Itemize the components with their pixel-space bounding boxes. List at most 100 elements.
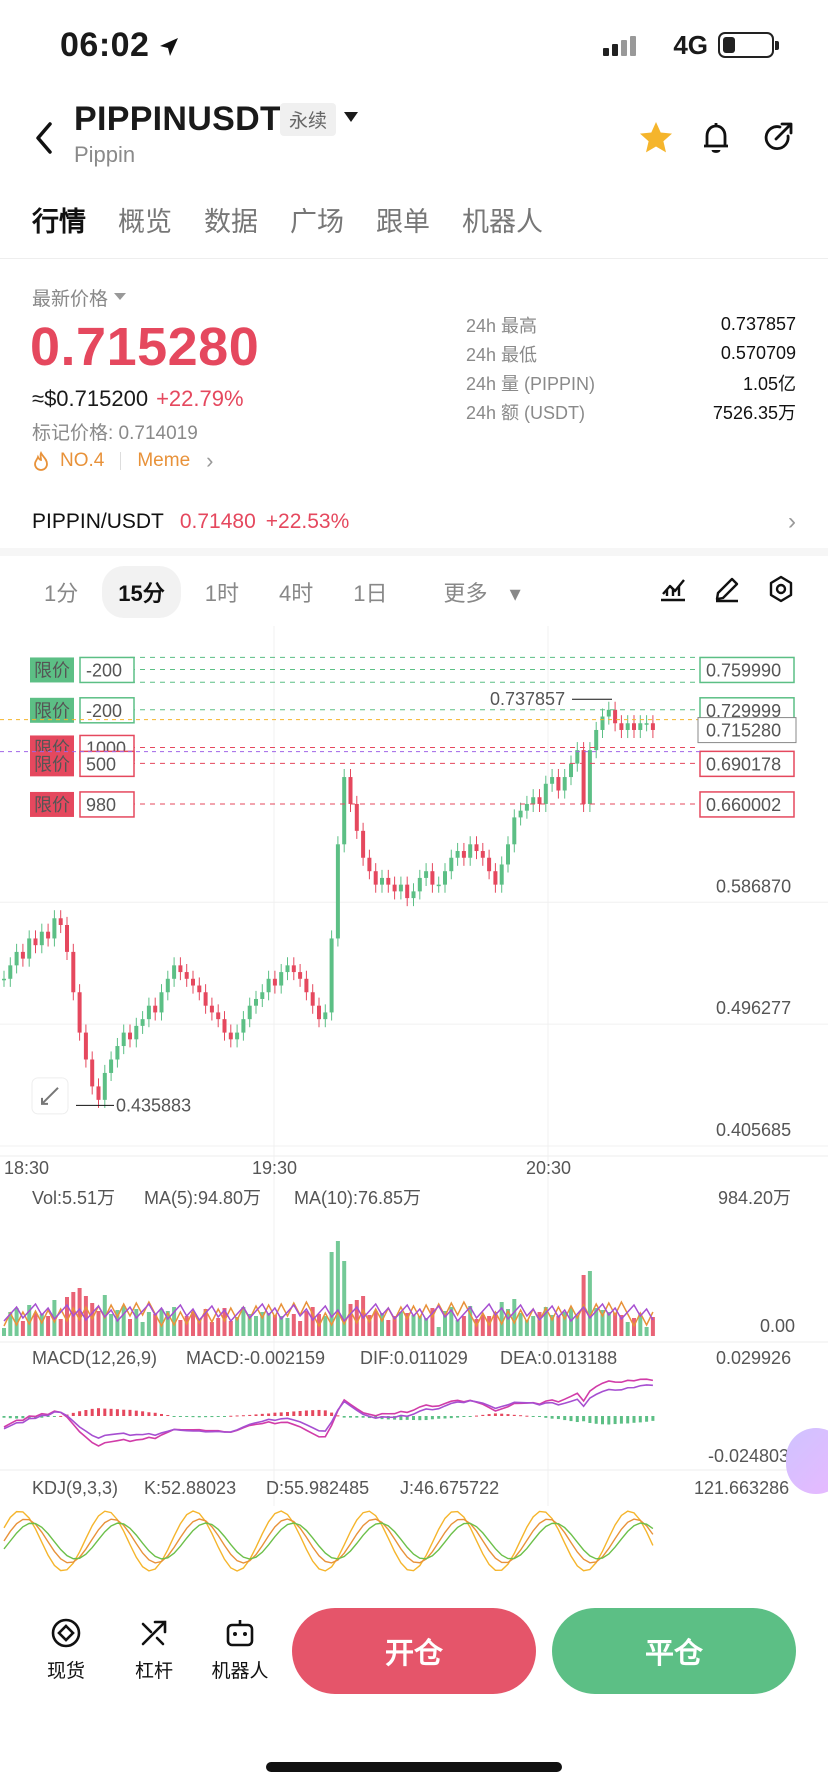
rank-row[interactable]: NO.4 Meme ›	[32, 448, 213, 474]
volume-bar	[58, 1319, 63, 1336]
candle	[115, 1046, 120, 1060]
close-position-button[interactable]: 平仓	[552, 1608, 796, 1694]
symbol-name: Pippin	[74, 142, 136, 167]
macd-hist-bar	[311, 1410, 315, 1416]
volume-bar	[594, 1308, 599, 1336]
settings-hex-icon[interactable]	[766, 574, 796, 604]
volume-bar	[285, 1318, 290, 1336]
interval-1m[interactable]: 1分	[44, 581, 79, 606]
contract-type-tag[interactable]: 永续	[280, 103, 337, 136]
volume-bar	[329, 1252, 334, 1336]
macd-hist-bar	[8, 1416, 12, 1419]
volume-bar	[411, 1315, 416, 1336]
candle	[650, 723, 655, 730]
bell-icon[interactable]	[696, 118, 736, 158]
order-price-label: 0.660002	[706, 795, 781, 815]
spot-link-row[interactable]: PIPPIN/USDT 0.71480 +22.53% ›	[32, 508, 796, 536]
volume-bar	[449, 1307, 454, 1336]
macd-hist-bar	[607, 1416, 611, 1425]
tab-square[interactable]: 广场	[290, 207, 344, 237]
volume-bar	[96, 1311, 101, 1336]
candle	[342, 777, 347, 845]
symbol-title[interactable]: PIPPINUSDT	[74, 100, 282, 138]
interval-15m[interactable]: 15分	[102, 566, 181, 618]
candle	[77, 992, 82, 1033]
back-arrow-icon[interactable]	[28, 118, 62, 158]
macd-hist-bar	[134, 1410, 138, 1416]
interval-1d[interactable]: 1日	[353, 581, 388, 606]
macd-hist-bar	[260, 1413, 264, 1416]
interval-1h[interactable]: 1时	[204, 581, 239, 606]
macd-hist-bar	[519, 1415, 523, 1417]
candle	[543, 783, 548, 804]
macd-hist-bar	[399, 1416, 403, 1421]
volume-bar	[468, 1306, 473, 1336]
chevron-down-icon[interactable]	[344, 112, 358, 122]
tab-copy-trade[interactable]: 跟单	[376, 207, 430, 237]
order-qty-label: 500	[86, 754, 116, 774]
macd-hist-bar	[267, 1413, 271, 1416]
macd-hist-bar	[575, 1416, 579, 1423]
macd-hist-bar	[355, 1416, 359, 1418]
tab-data[interactable]: 数据	[204, 207, 258, 237]
candle	[216, 1012, 221, 1020]
vol-max-label: 984.20万	[718, 1188, 791, 1208]
interval-selector: 1分 15分 1时 4时 1日 更多 ▾	[28, 566, 537, 618]
nav-spot[interactable]: 现货	[26, 1616, 106, 1683]
k-line	[3, 1518, 654, 1564]
caret-down-icon[interactable]	[114, 293, 126, 300]
volume-bar	[304, 1311, 309, 1336]
candle	[184, 972, 189, 979]
y-tick-label: 0.496277	[716, 998, 791, 1018]
latest-price-label[interactable]: 最新价格	[32, 289, 109, 310]
candle	[594, 729, 599, 751]
change-percent: +22.79%	[156, 386, 244, 411]
vol-ma5-line	[3, 1300, 654, 1328]
macd-hist-bar	[594, 1416, 598, 1424]
open-position-button[interactable]: 开仓	[292, 1608, 536, 1694]
candle	[203, 992, 208, 1006]
candle	[480, 851, 485, 858]
volume-bar	[436, 1327, 441, 1336]
tab-overview[interactable]: 概览	[118, 207, 172, 237]
d-value: D:55.982485	[266, 1478, 369, 1498]
star-favorite-icon[interactable]	[636, 118, 676, 158]
macd-hist-bar	[248, 1414, 252, 1416]
candle	[235, 1032, 240, 1040]
volume-bar	[140, 1322, 145, 1336]
draw-pencil-icon[interactable]	[712, 574, 742, 604]
interval-4h[interactable]: 4时	[278, 581, 314, 606]
interval-more[interactable]: 更多 ▾	[411, 566, 536, 618]
volume-bar	[342, 1261, 347, 1336]
signal-icon	[603, 36, 636, 56]
order-price-box	[699, 791, 795, 818]
macd-hist-bar	[27, 1416, 31, 1419]
axis-labels: 0.737857 0.435883 0.586870 0.496277 0.405685…	[4, 689, 791, 1178]
share-icon[interactable]	[758, 118, 798, 158]
candle	[121, 1032, 126, 1047]
volume-bar	[228, 1321, 233, 1336]
tab-bot[interactable]: 机器人	[462, 207, 543, 237]
dea-value: DEA:0.013188	[500, 1348, 617, 1368]
fire-icon	[34, 451, 48, 471]
indicator-icon[interactable]	[658, 574, 688, 604]
last-price: 0.715280	[30, 317, 260, 377]
macd-hist-bar	[178, 1416, 182, 1417]
nav-leverage[interactable]: 杠杆	[114, 1616, 194, 1683]
volume-bar	[606, 1312, 611, 1336]
tab-market[interactable]: 行情	[32, 207, 86, 237]
macd-hist-bar	[487, 1414, 491, 1416]
candle	[335, 844, 340, 939]
candle	[90, 1059, 95, 1087]
stat-key: 24h 量 (PIPPIN)	[466, 373, 596, 394]
usd-price-row: ≈$0.715200 +22.79%	[32, 386, 244, 412]
nav-bot[interactable]: 机器人	[200, 1616, 280, 1683]
candle	[417, 877, 422, 892]
floating-panel-tab[interactable]	[786, 1428, 828, 1494]
macd-hist-bar	[405, 1416, 409, 1420]
mark-price: 标记价格: 0.714019	[32, 423, 198, 444]
vol-label: Vol:5.51万	[32, 1188, 115, 1208]
candle	[632, 723, 636, 730]
volume-bar	[178, 1320, 183, 1336]
